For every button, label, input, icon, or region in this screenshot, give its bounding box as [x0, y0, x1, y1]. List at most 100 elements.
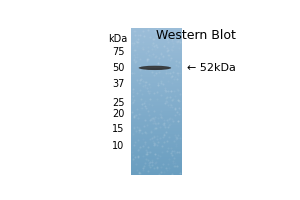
Bar: [130, 59, 182, 61]
Bar: [130, 87, 182, 89]
Bar: [130, 150, 182, 152]
Text: kDa: kDa: [108, 34, 127, 44]
Bar: [130, 99, 182, 100]
Bar: [130, 34, 182, 36]
Bar: [130, 33, 182, 34]
Bar: [130, 68, 182, 70]
Bar: [130, 72, 182, 74]
Bar: [130, 156, 182, 157]
Bar: [130, 94, 182, 96]
Bar: [130, 138, 182, 140]
Bar: [130, 75, 182, 77]
Bar: [130, 107, 182, 109]
Bar: [130, 163, 182, 165]
Bar: [130, 49, 182, 51]
Bar: [130, 159, 182, 160]
Bar: [130, 104, 182, 106]
Bar: [130, 62, 182, 64]
Bar: [130, 119, 182, 121]
Bar: [130, 129, 182, 131]
Bar: [130, 46, 182, 48]
Bar: [130, 113, 182, 115]
Bar: [130, 60, 182, 62]
Bar: [130, 85, 182, 87]
Ellipse shape: [139, 66, 171, 70]
Bar: [130, 161, 182, 163]
Bar: [130, 142, 182, 144]
Bar: [130, 28, 182, 30]
Bar: [130, 43, 182, 45]
Bar: [130, 74, 182, 75]
Bar: [130, 101, 182, 103]
Bar: [130, 115, 182, 116]
Bar: [130, 126, 182, 128]
Bar: [130, 100, 182, 102]
Bar: [130, 145, 182, 147]
Bar: [130, 84, 182, 86]
Bar: [130, 90, 182, 92]
Text: ← 52kDa: ← 52kDa: [188, 63, 236, 73]
Bar: [130, 148, 182, 150]
Bar: [130, 122, 182, 124]
Bar: [130, 137, 182, 138]
Bar: [130, 166, 182, 168]
Bar: [130, 151, 182, 153]
Bar: [130, 31, 182, 33]
Text: 15: 15: [112, 124, 125, 134]
Bar: [130, 110, 182, 112]
Bar: [130, 63, 182, 65]
Text: 10: 10: [112, 141, 125, 151]
Bar: [130, 170, 182, 172]
Bar: [130, 39, 182, 40]
Bar: [130, 103, 182, 105]
Text: 75: 75: [112, 47, 125, 57]
Bar: [130, 52, 182, 53]
Bar: [130, 134, 182, 135]
Bar: [130, 173, 182, 175]
Bar: [130, 82, 182, 84]
Bar: [130, 81, 182, 83]
Bar: [130, 97, 182, 99]
Bar: [130, 69, 182, 71]
Bar: [130, 55, 182, 56]
Bar: [130, 77, 182, 78]
Bar: [130, 132, 182, 134]
Bar: [130, 160, 182, 162]
Bar: [130, 41, 182, 43]
Text: 25: 25: [112, 98, 125, 108]
Bar: [130, 56, 182, 58]
Text: 37: 37: [112, 79, 125, 89]
Bar: [130, 164, 182, 166]
Bar: [130, 109, 182, 111]
Bar: [130, 141, 182, 143]
Bar: [130, 167, 182, 169]
Text: Western Blot: Western Blot: [156, 29, 236, 42]
Bar: [130, 172, 182, 173]
Bar: [130, 128, 182, 130]
Bar: [130, 66, 182, 68]
Bar: [130, 147, 182, 149]
Bar: [130, 78, 182, 80]
Bar: [130, 112, 182, 113]
Bar: [130, 125, 182, 127]
Bar: [130, 37, 182, 39]
Bar: [130, 80, 182, 81]
Bar: [130, 118, 182, 119]
Ellipse shape: [143, 66, 167, 68]
Bar: [130, 58, 182, 59]
Bar: [130, 154, 182, 156]
Bar: [130, 71, 182, 73]
Bar: [130, 44, 182, 46]
Bar: [130, 123, 182, 125]
Bar: [130, 47, 182, 49]
Bar: [130, 93, 182, 94]
Bar: [130, 88, 182, 90]
Bar: [130, 30, 182, 32]
Bar: [130, 53, 182, 55]
Bar: [130, 135, 182, 137]
Bar: [130, 116, 182, 118]
Bar: [130, 131, 182, 132]
Text: 20: 20: [112, 109, 125, 119]
Bar: [130, 96, 182, 97]
Bar: [130, 157, 182, 159]
